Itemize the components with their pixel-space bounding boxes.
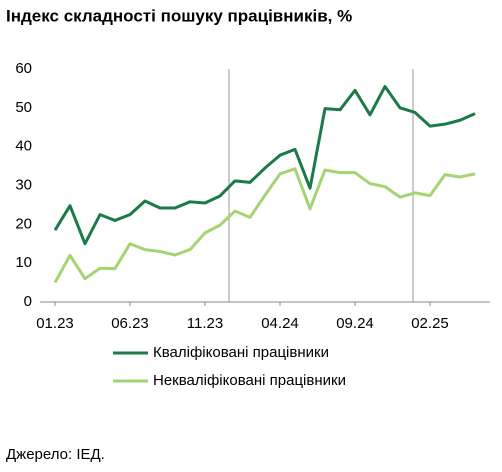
x-tick-label: 09.24 [336,315,374,332]
y-tick-label: 20 [15,215,32,232]
series-line [53,84,476,246]
x-tick-label: 01.23 [36,315,74,332]
y-tick-label: 40 [15,138,32,155]
chart-title: Індекс складності пошуку працівників, % [6,6,352,25]
y-tick-label: 50 [15,99,32,116]
source-note: Джерело: ІЕД. [6,446,105,463]
y-tick-label: 0 [24,293,32,310]
x-tick-label: 06.23 [111,315,149,332]
y-tick-label: 10 [15,254,32,271]
series-line [53,167,476,284]
y-tick-label: 60 [15,60,32,77]
y-tick-label: 30 [15,176,32,193]
x-tick-label: 02.25 [411,315,449,332]
x-tick-label: 04.24 [261,315,299,332]
legend-label: Некваліфіковані працівники [153,372,346,389]
x-tick-label: 11.23 [187,315,223,332]
legend-label: Кваліфіковані працівники [153,344,329,361]
